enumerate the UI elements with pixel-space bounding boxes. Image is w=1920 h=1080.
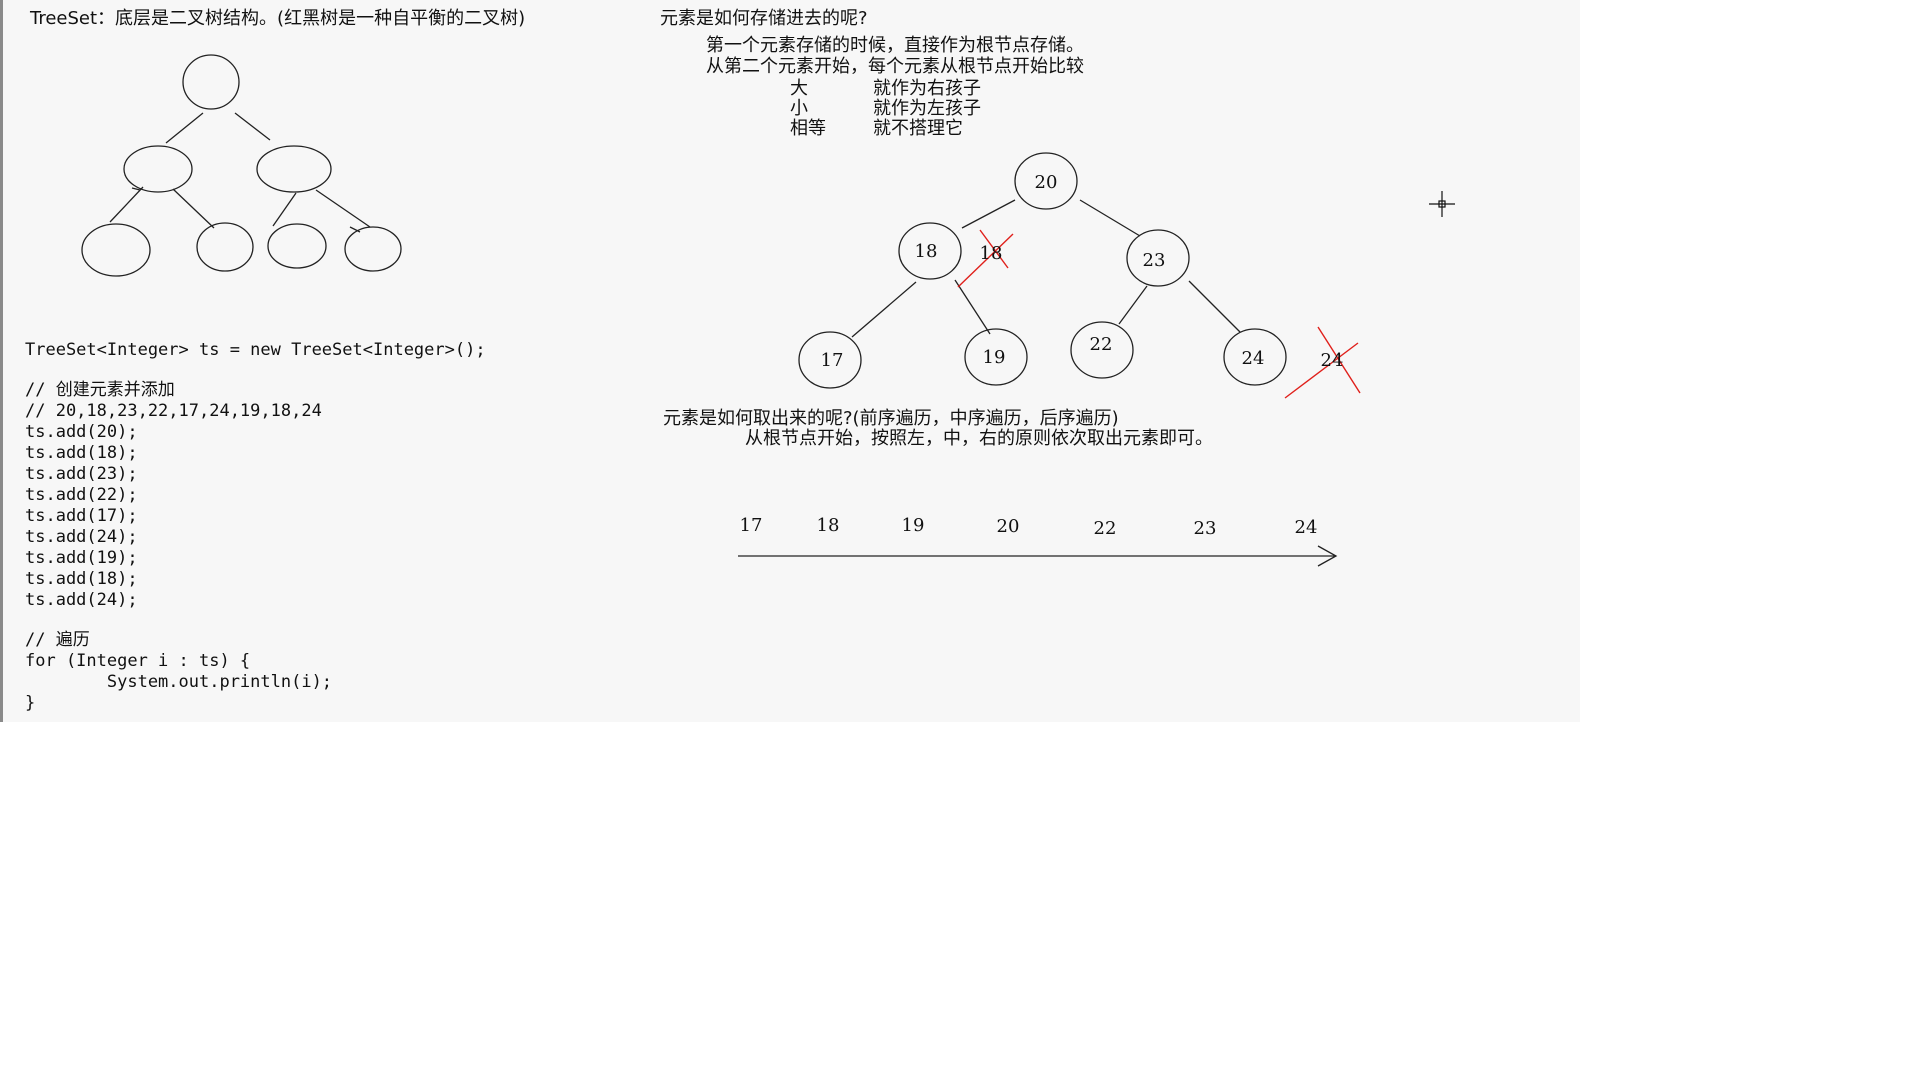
generic-tree-node <box>267 223 327 269</box>
tree-node-label: 18 <box>915 241 938 262</box>
storage-line-1: 第一个元素存储的时候，直接作为根节点存储。 <box>706 35 1084 56</box>
tree-node-label: 22 <box>1090 334 1113 355</box>
code-add-line: ts.add(24); <box>25 527 138 547</box>
rule-key-equal: 相等 <box>790 118 826 139</box>
crosshair-cursor-icon <box>1429 191 1455 217</box>
tree-edge-18-17 <box>851 281 917 338</box>
code-comment-values: // 20,18,23,22,17,24,19,18,24 <box>25 401 322 421</box>
sequence-value: 24 <box>1295 517 1318 538</box>
generic-tree-edge <box>131 187 141 191</box>
generic-tree-edge <box>109 186 144 223</box>
rejected-node-label: 18 <box>980 243 1003 264</box>
generic-tree-edge <box>315 189 371 228</box>
rejected-node-label: 24 <box>1321 350 1344 371</box>
sequence-value: 22 <box>1094 518 1117 539</box>
tree-node-label: 23 <box>1143 250 1166 271</box>
code-add-line: ts.add(18); <box>25 443 138 463</box>
reject-mark-24 <box>1284 326 1361 399</box>
generic-tree-node <box>344 226 402 272</box>
storage-title: 元素是如何存储进去的呢? <box>660 8 868 29</box>
traversal-arrow <box>738 545 1338 567</box>
rule-value-equal: 就不搭理它 <box>873 118 963 139</box>
sequence-value: 19 <box>902 515 925 536</box>
tree-edge-20-23 <box>1079 199 1141 237</box>
tree-edge-23-22 <box>1118 285 1148 325</box>
code-comment-traverse: // 遍历 <box>25 630 90 650</box>
code-for-line: for (Integer i : ts) { <box>25 651 251 671</box>
reject-mark-18 <box>957 229 1014 288</box>
generic-tree-node <box>196 222 254 272</box>
retrieval-line: 从根节点开始，按照左，中，右的原则依次取出元素即可。 <box>745 428 1213 449</box>
code-body-line: System.out.println(i); <box>25 672 333 692</box>
generic-tree-edge <box>234 112 271 141</box>
code-add-line: ts.add(18); <box>25 569 138 589</box>
code-add-line: ts.add(24); <box>25 590 138 610</box>
generic-tree-edge <box>349 226 361 233</box>
drawing-canvas[interactable] <box>0 0 1580 722</box>
treeset-header: TreeSet：底层是二叉树结构。(红黑树是一种自平衡的二叉树) <box>30 8 526 29</box>
generic-binary-tree <box>81 54 402 277</box>
tree-node-17 <box>798 331 862 389</box>
tree-node-22 <box>1070 321 1134 379</box>
generic-tree-edge <box>165 112 204 144</box>
tree-node-label: 19 <box>983 347 1006 368</box>
generic-tree-edge <box>172 188 215 229</box>
code-add-line: ts.add(17); <box>25 506 138 526</box>
canvas-left-border <box>0 0 3 722</box>
tree-node-23 <box>1126 229 1190 287</box>
storage-line-2: 从第二个元素开始，每个元素从根节点开始比较 <box>706 56 1084 77</box>
code-close-brace: } <box>25 693 36 713</box>
tree-node-label: 20 <box>1035 172 1058 193</box>
code-add-line: ts.add(19); <box>25 548 138 568</box>
tree-node-label: 24 <box>1242 348 1265 369</box>
tree-node-24 <box>1223 328 1287 386</box>
sequence-value: 23 <box>1194 518 1217 539</box>
example-tree-edges <box>851 199 1241 338</box>
generic-tree-edge <box>272 192 297 227</box>
tree-edge-18-19 <box>954 279 991 335</box>
sequence-value: 17 <box>740 515 763 536</box>
rule-key-greater: 大 <box>790 78 808 99</box>
rule-value-greater: 就作为右孩子 <box>873 78 981 99</box>
code-comment-create: // 创建元素并添加 <box>25 380 175 400</box>
sequence-value: 18 <box>817 515 840 536</box>
tree-node-18 <box>898 222 962 280</box>
sequence-value: 20 <box>997 516 1020 537</box>
tree-edge-23-24 <box>1188 280 1241 333</box>
generic-tree-node <box>81 223 151 277</box>
tree-node-label: 17 <box>821 350 844 371</box>
tree-node-19 <box>964 328 1028 386</box>
generic-tree-node <box>256 145 332 193</box>
code-add-line: ts.add(22); <box>25 485 138 505</box>
rule-key-less: 小 <box>790 98 808 119</box>
code-add-line: ts.add(23); <box>25 464 138 484</box>
retrieval-title: 元素是如何取出来的呢?(前序遍历，中序遍历，后序遍历) <box>663 408 1119 429</box>
tree-node-20 <box>1014 152 1078 210</box>
generic-tree-node <box>123 145 193 193</box>
code-add-line: ts.add(20); <box>25 422 138 442</box>
code-declaration: TreeSet<Integer> ts = new TreeSet<Intege… <box>25 340 486 360</box>
rule-value-less: 就作为左孩子 <box>873 98 981 119</box>
tree-edge-20-18 <box>961 199 1016 229</box>
generic-tree-node <box>182 54 240 110</box>
